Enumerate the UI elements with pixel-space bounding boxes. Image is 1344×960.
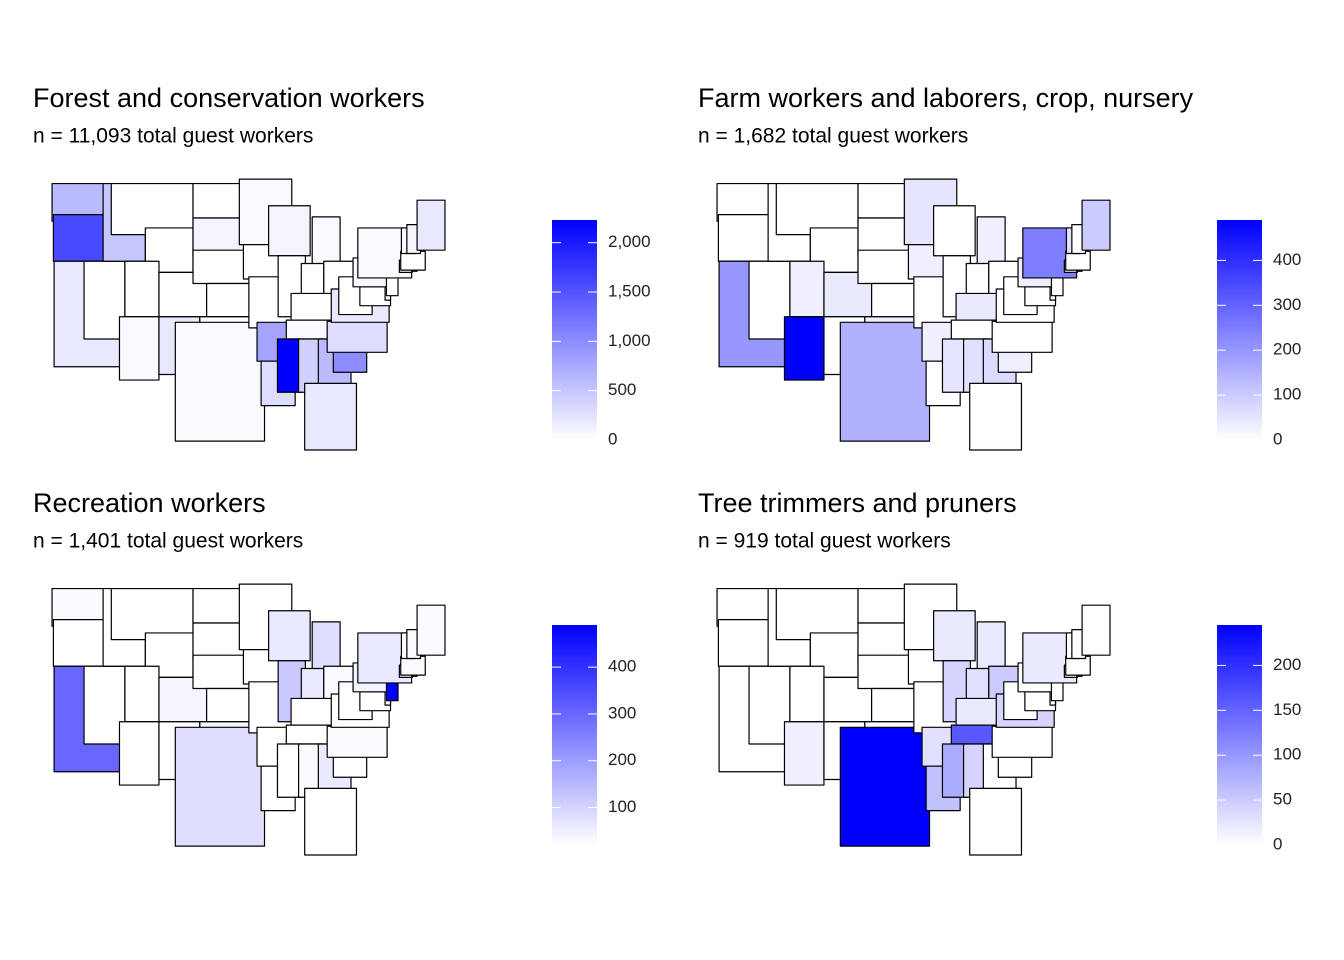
state	[941, 338, 967, 393]
state	[789, 260, 825, 318]
state	[311, 216, 341, 266]
state	[400, 655, 426, 676]
colorbar-tick-label: 2,000	[608, 232, 651, 251]
state	[192, 587, 245, 624]
colorbar	[1217, 220, 1262, 440]
state	[748, 260, 791, 340]
state	[789, 665, 825, 723]
colorbar-tick-label: 200	[1273, 655, 1301, 674]
state	[52, 619, 109, 667]
state	[304, 382, 358, 451]
colorbar-tick-label: 0	[608, 429, 617, 448]
colorbar-tick-label: 150	[1273, 700, 1301, 719]
state	[110, 587, 194, 641]
panel-subtitle: n = 1,682 total guest workers	[698, 125, 968, 148]
panel-subtitle: n = 919 total guest workers	[698, 530, 951, 553]
state	[933, 205, 976, 257]
state	[991, 320, 1053, 353]
colorbar	[552, 220, 597, 440]
colorbar-tick-label: 400	[1273, 250, 1301, 269]
state	[775, 182, 859, 236]
state	[976, 621, 1006, 671]
state	[83, 665, 126, 745]
state	[933, 610, 976, 662]
map-panel: Tree trimmers and pruners n = 919 total g…	[698, 488, 1301, 856]
state	[991, 725, 1053, 758]
state	[416, 199, 446, 251]
state	[969, 382, 1023, 451]
state	[118, 721, 160, 786]
colorbar-tick-label: 400	[608, 657, 636, 676]
state	[174, 321, 266, 442]
colorbar-tick-label: 0	[1273, 429, 1282, 448]
state	[268, 610, 311, 662]
state	[304, 787, 358, 856]
state	[976, 216, 1006, 266]
state	[311, 621, 341, 671]
state	[192, 654, 253, 690]
state	[783, 316, 825, 381]
panel-title: Farm workers and laborers, crop, nursery	[698, 83, 1194, 113]
colorbar-tick-label: 500	[608, 380, 636, 399]
state	[775, 587, 859, 641]
colorbar	[1217, 625, 1262, 845]
state	[1065, 250, 1091, 271]
colorbar-tick-label: 300	[608, 703, 636, 722]
state	[174, 726, 266, 847]
state	[144, 632, 194, 678]
state	[192, 182, 245, 219]
map-panel: Forest and conservation workers n = 11,09…	[33, 83, 651, 451]
state	[1081, 604, 1111, 656]
colorbar-tick-label: 1,500	[608, 282, 651, 301]
state	[748, 665, 791, 745]
colorbar-tick-label: 100	[1273, 745, 1301, 764]
state	[124, 665, 160, 723]
state	[783, 721, 825, 786]
state	[326, 320, 388, 353]
state	[941, 743, 967, 798]
state	[110, 182, 194, 236]
panel-subtitle: n = 11,093 total guest workers	[33, 125, 313, 148]
state	[857, 249, 918, 285]
state	[857, 182, 910, 219]
panel-title: Tree trimmers and pruners	[698, 488, 1017, 518]
colorbar-tick-label: 200	[608, 750, 636, 769]
state	[192, 249, 253, 285]
state	[1081, 199, 1111, 251]
colorbar-tick-label: 100	[1273, 385, 1301, 404]
state	[124, 260, 160, 318]
state	[839, 726, 931, 847]
state	[839, 321, 931, 442]
colorbar-tick-label: 200	[1273, 340, 1301, 359]
panel-subtitle: n = 1,401 total guest workers	[33, 530, 303, 553]
colorbar	[552, 625, 597, 845]
state	[118, 316, 160, 381]
panel-title: Forest and conservation workers	[33, 83, 425, 113]
state	[326, 725, 388, 758]
state	[857, 587, 910, 624]
state	[416, 604, 446, 656]
state	[276, 743, 302, 798]
state	[717, 619, 774, 667]
state	[276, 338, 302, 393]
panel-title: Recreation workers	[33, 488, 266, 518]
state	[969, 787, 1023, 856]
state	[400, 250, 426, 271]
map-panel: Recreation workers n = 1,401 total guest …	[33, 488, 636, 856]
state	[1065, 655, 1091, 676]
colorbar-tick-label: 0	[1273, 834, 1282, 853]
colorbar-tick-label: 100	[608, 797, 636, 816]
state	[717, 214, 774, 262]
state	[268, 205, 311, 257]
state	[83, 260, 126, 340]
state	[52, 214, 109, 262]
colorbar-tick-label: 50	[1273, 790, 1292, 809]
map-panel: Farm workers and laborers, crop, nursery…	[698, 83, 1301, 451]
colorbar-tick-label: 300	[1273, 295, 1301, 314]
colorbar-tick-label: 1,000	[608, 331, 651, 350]
